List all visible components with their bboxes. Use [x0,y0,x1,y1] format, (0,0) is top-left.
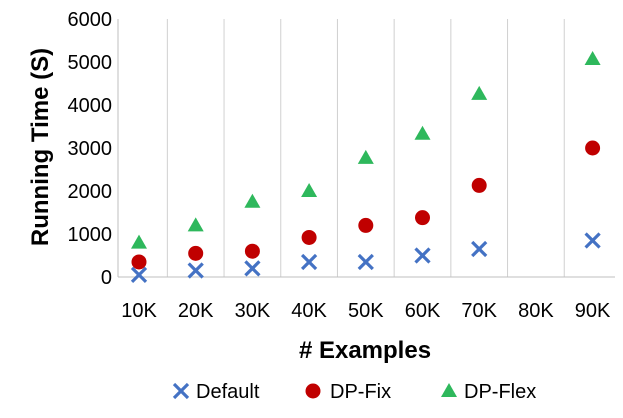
data-points [130,50,601,283]
grid-lines [166,19,565,277]
legend: Default DP-Fix DP-Flex [172,381,536,403]
data-point [357,253,374,271]
data-point [131,234,147,249]
x-axis-title: # Examples [299,337,431,364]
y-axis-title: Running Time (S) [27,48,54,246]
data-point [471,240,488,258]
y-tick-label: 3000 [68,138,113,160]
data-point [585,140,601,156]
data-point [244,193,261,208]
data-point [130,266,148,283]
data-point [131,254,147,270]
legend-marker [441,383,457,397]
data-point [357,149,374,164]
y-tick-label: 1000 [68,224,113,246]
x-tick-label: 70K [461,300,497,322]
x-tick-label: 90K [575,300,611,322]
legend-label: DP-Flex [464,381,536,403]
data-point [584,50,601,65]
x-tick-label: 50K [348,300,384,322]
y-tick-labels: 0 1000 2000 3000 4000 5000 6000 [68,9,113,289]
axes [117,19,615,278]
x-tick-labels: 10K 20K 30K 40K 50K 60K 70K 80K 90K [121,300,611,322]
data-point [187,217,204,232]
data-point [414,247,431,264]
data-point [415,210,430,226]
x-tick-label: 30K [235,300,271,322]
legend-label: DP-Fix [330,381,391,403]
data-point [358,217,374,233]
data-point [187,262,204,279]
legend-item: DP-Flex [441,381,536,403]
x-tick-label: 10K [121,300,157,322]
series-default [130,232,601,283]
y-tick-label: 5000 [68,52,113,74]
legend-marker [172,382,190,400]
data-point [188,245,204,261]
data-point [300,253,318,271]
y-tick-label: 4000 [68,95,113,117]
data-point [244,260,261,277]
y-tick-label: 2000 [68,181,113,203]
x-tick-label: 20K [178,300,214,322]
series-dp-fix [131,140,601,270]
x-tick-label: 60K [405,300,441,322]
y-tick-label: 6000 [68,9,113,31]
legend-marker [305,383,321,399]
data-point [301,183,318,197]
legend-item: Default [172,381,260,403]
legend-item: DP-Fix [305,381,391,403]
data-point [471,177,487,193]
data-point [584,232,601,249]
x-tick-label: 40K [291,300,327,322]
data-point [244,243,260,259]
data-point [414,125,431,140]
data-point [471,85,488,100]
x-tick-label: 80K [518,300,554,322]
data-point [301,229,317,245]
series-dp-flex [131,50,601,249]
legend-label: Default [196,381,260,403]
y-tick-label: 0 [101,267,112,289]
